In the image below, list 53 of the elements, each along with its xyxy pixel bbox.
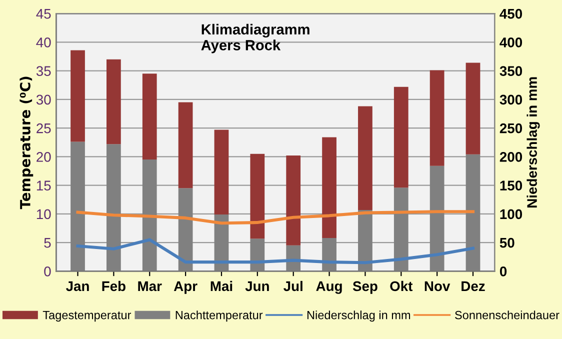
y-tick-label: 35 [36, 66, 51, 76]
y-tick-label: 0 [44, 266, 51, 276]
bar [322, 137, 336, 238]
y-tick-label: 45 [36, 9, 51, 19]
y2-tick-label: 0 [500, 266, 507, 276]
y-axis-title: Temperature (⁰C) [20, 76, 34, 210]
y2-tick-label: 150 [500, 180, 522, 190]
line-series [76, 210, 475, 225]
y2-tick-label: 400 [500, 38, 522, 48]
y-tick-label: 20 [36, 152, 51, 162]
x-tick-label: Okt [390, 280, 413, 292]
x-tick-label: Jul [284, 280, 302, 292]
y2-tick-label: 200 [500, 152, 522, 162]
y-tick-label: 30 [36, 94, 51, 105]
legend-label: Tagestemperatur [42, 311, 132, 322]
bar [70, 50, 85, 142]
x-tick-label: Dez [462, 281, 485, 292]
y-tick-label: 5 [44, 238, 51, 248]
text: Klimadiagramm Ayers Rock [201, 24, 310, 54]
bar [142, 74, 157, 160]
bar [250, 154, 265, 239]
x-tick-label: Feb [102, 280, 126, 292]
x-tick-label: Sep [352, 281, 378, 294]
x-tick-label: Apr [174, 281, 198, 294]
bar [358, 106, 372, 210]
bar [394, 86, 408, 188]
legend-label: Nachttemperatur [176, 310, 263, 322]
x-tick-label: Jan [66, 281, 89, 292]
y2-tick-label: 50 [500, 238, 514, 248]
y-tick-label: 15 [36, 180, 51, 190]
x-tick-label: Nov [424, 281, 450, 292]
legend-label: Sonnenscheindauer [455, 310, 560, 320]
bar [106, 59, 121, 144]
y2-tick-label: 350 [500, 66, 522, 76]
y2-tick-label: 300 [500, 94, 522, 105]
y-tick-label: 10 [36, 209, 51, 220]
bar [178, 102, 193, 188]
bar [466, 62, 480, 154]
y2-axis-title: Niederschlag in mm [526, 77, 540, 208]
y2-tick-label: 250 [500, 123, 522, 134]
x-tick-label: Mar [138, 281, 162, 292]
bar [214, 130, 229, 215]
bar [286, 156, 301, 246]
y2-tick-label: 100 [500, 209, 522, 220]
y-tick-label: 40 [36, 38, 51, 48]
y-tick-label: 25 [36, 123, 51, 134]
line-series [76, 238, 475, 264]
x-tick-label: Aug [316, 281, 342, 294]
bar [430, 70, 444, 166]
x-tick-label: Mai [210, 280, 232, 292]
x-tick-label: Jun [245, 281, 269, 292]
y2-tick-label: 450 [500, 8, 522, 19]
legend-label: Niederschlag in mm [307, 310, 410, 322]
